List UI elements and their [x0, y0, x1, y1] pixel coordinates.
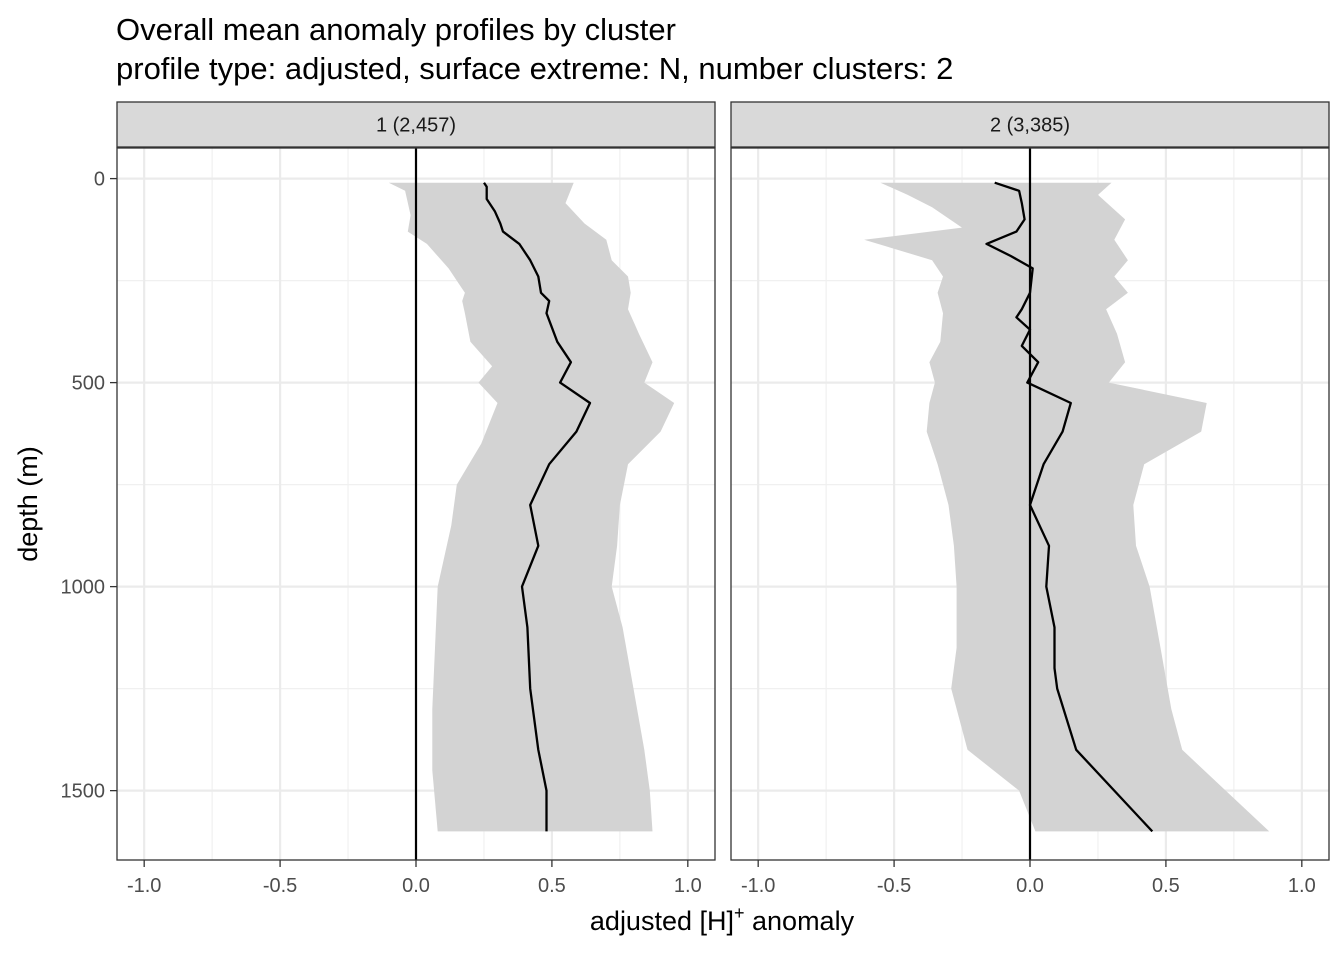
y-tick-label: 1000	[61, 577, 106, 599]
x-tick-label: -0.5	[877, 875, 911, 897]
mean-profile-line	[985, 181, 1154, 833]
chart-title: Overall mean anomaly profiles by cluster	[116, 12, 676, 47]
x-tick-label: 0.5	[1152, 875, 1180, 897]
ribbon-band	[864, 182, 1270, 832]
x-tick-label: 0.5	[538, 875, 566, 897]
x-tick-label: -0.5	[263, 875, 297, 897]
facet-strip	[730, 101, 1330, 148]
facet-strip-label: 2 (3,385)	[990, 115, 1070, 137]
x-axis-title-suffix: anomaly	[745, 906, 855, 936]
facet-strip	[116, 101, 716, 148]
x-tick-label: 1.0	[674, 875, 702, 897]
panel-1: 1 (2,457) -1.0 -0.5 0.0 0.5 1.0	[116, 101, 716, 897]
x-axis-title: adjusted [H]+ anomaly	[590, 903, 855, 936]
facet-strip-label: 1 (2,457)	[376, 115, 456, 137]
x-tick-label: -1.0	[127, 875, 161, 897]
panel-2: 2 (3,385) -1.0 -0.5 0.0 0.5 1.0	[730, 101, 1330, 897]
x-tick-label: 1.0	[1288, 875, 1316, 897]
y-axis-title: depth (m)	[13, 446, 43, 562]
x-tick-label: 0.0	[402, 875, 430, 897]
x-axis-title-superscript: +	[734, 903, 745, 923]
y-tick-label: 0	[94, 169, 105, 191]
chart-subtitle: profile type: adjusted, surface extreme:…	[116, 51, 954, 86]
x-axis-title-main: adjusted [H]	[590, 906, 734, 936]
y-tick-label: 1500	[61, 781, 106, 803]
title-block: Overall mean anomaly profiles by cluster…	[116, 10, 953, 88]
mean-profile-line	[483, 182, 592, 832]
x-tick-label: 0.0	[1016, 875, 1044, 897]
x-tick-label: -1.0	[741, 875, 775, 897]
y-tick-label: 500	[72, 373, 105, 395]
